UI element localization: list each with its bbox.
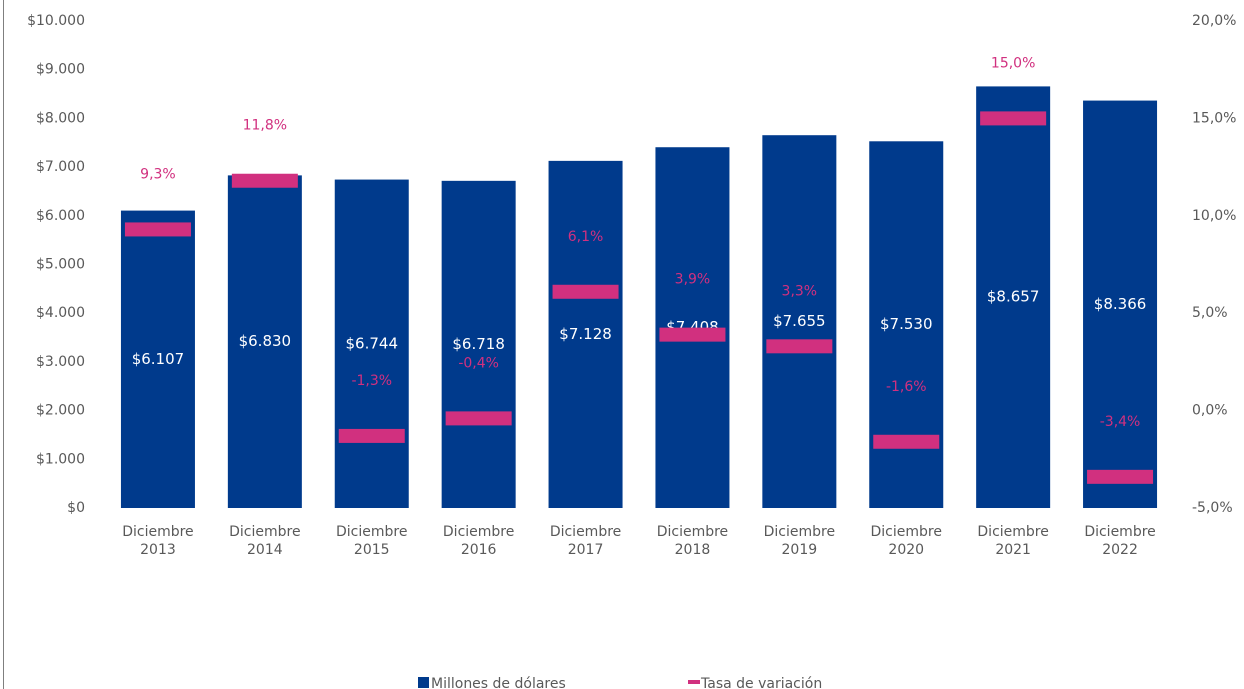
rate-marker — [124, 222, 191, 237]
y-tick-label: $4.000 — [36, 305, 85, 321]
bar — [762, 135, 837, 508]
x-tick-label: Diciembre 2019 — [764, 524, 835, 558]
rate-marker — [445, 411, 512, 426]
bar-value-label: $6.830 — [239, 332, 292, 350]
bar-value-label: $7.530 — [880, 315, 933, 333]
rate-value-label: -1,3% — [351, 373, 392, 389]
x-tick-label: Diciembre 2017 — [550, 524, 621, 558]
y-tick-label: $3.000 — [36, 354, 85, 370]
rate-marker — [552, 284, 619, 299]
rate-value-label: 9,3% — [140, 166, 176, 182]
bar — [120, 210, 195, 508]
rate-marker — [659, 327, 726, 342]
bar — [655, 147, 730, 508]
bar — [334, 179, 409, 508]
bar-value-label: $6.107 — [132, 350, 185, 368]
x-tick-label: Diciembre 2018 — [657, 524, 728, 558]
bar-value-label: $8.657 — [987, 288, 1040, 306]
y2-tick-label: 0,0% — [1192, 403, 1228, 419]
y-tick-label: $10.000 — [27, 13, 85, 29]
x-tick-label: Diciembre 2021 — [977, 524, 1048, 558]
y-tick-label: $6.000 — [36, 208, 85, 224]
bar — [1083, 100, 1158, 508]
y-tick-label: $0 — [67, 500, 85, 516]
rate-marker — [766, 339, 833, 354]
rate-marker — [338, 428, 405, 443]
y-tick-label: $8.000 — [36, 110, 85, 126]
bar — [548, 160, 623, 508]
y2-tick-label: 20,0% — [1192, 13, 1236, 29]
bar — [976, 86, 1051, 508]
y-tick-label: $9.000 — [36, 62, 85, 78]
bar — [441, 180, 516, 508]
rate-marker — [980, 111, 1047, 126]
bar-value-label: $8.366 — [1094, 295, 1147, 313]
rate-marker — [231, 173, 298, 188]
y2-tick-label: 5,0% — [1192, 305, 1228, 321]
rate-value-label: 6,1% — [568, 229, 604, 245]
rate-value-label: -3,4% — [1100, 414, 1141, 430]
x-tick-label: Diciembre 2020 — [871, 524, 942, 558]
x-tick-label: Diciembre 2016 — [443, 524, 514, 558]
y-tick-label: $2.000 — [36, 403, 85, 419]
bar-value-label: $7.128 — [559, 325, 612, 343]
x-tick-label: Diciembre 2022 — [1084, 524, 1155, 558]
y2-tick-label: 10,0% — [1192, 208, 1236, 224]
y-tick-label: $1.000 — [36, 451, 85, 467]
y-tick-label: $7.000 — [36, 159, 85, 175]
y2-tick-label: 15,0% — [1192, 110, 1236, 126]
rate-value-label: -1,6% — [886, 379, 927, 395]
rate-value-label: 11,8% — [243, 118, 287, 134]
rate-value-label: 3,9% — [675, 272, 711, 288]
rate-value-label: 15,0% — [991, 55, 1035, 71]
y-tick-label: $5.000 — [36, 257, 85, 273]
legend-swatch — [418, 677, 429, 688]
legend-label: Millones de dólares — [431, 676, 566, 689]
bar-value-label: $6.718 — [452, 335, 505, 353]
x-tick-label: Diciembre 2014 — [229, 524, 300, 558]
rate-value-label: 3,3% — [782, 283, 818, 299]
x-tick-label: Diciembre 2013 — [122, 524, 193, 558]
rate-value-label: -0,4% — [458, 355, 499, 371]
legend-swatch — [688, 680, 700, 684]
bar-value-label: $6.744 — [346, 334, 399, 352]
rate-marker — [873, 434, 940, 449]
bar-value-label: $7.655 — [773, 312, 826, 330]
y2-tick-label: -5,0% — [1192, 500, 1233, 516]
rate-marker — [1087, 469, 1154, 484]
legend-label: Tasa de variación — [700, 676, 822, 689]
bar — [227, 175, 302, 508]
x-tick-label: Diciembre 2015 — [336, 524, 407, 558]
